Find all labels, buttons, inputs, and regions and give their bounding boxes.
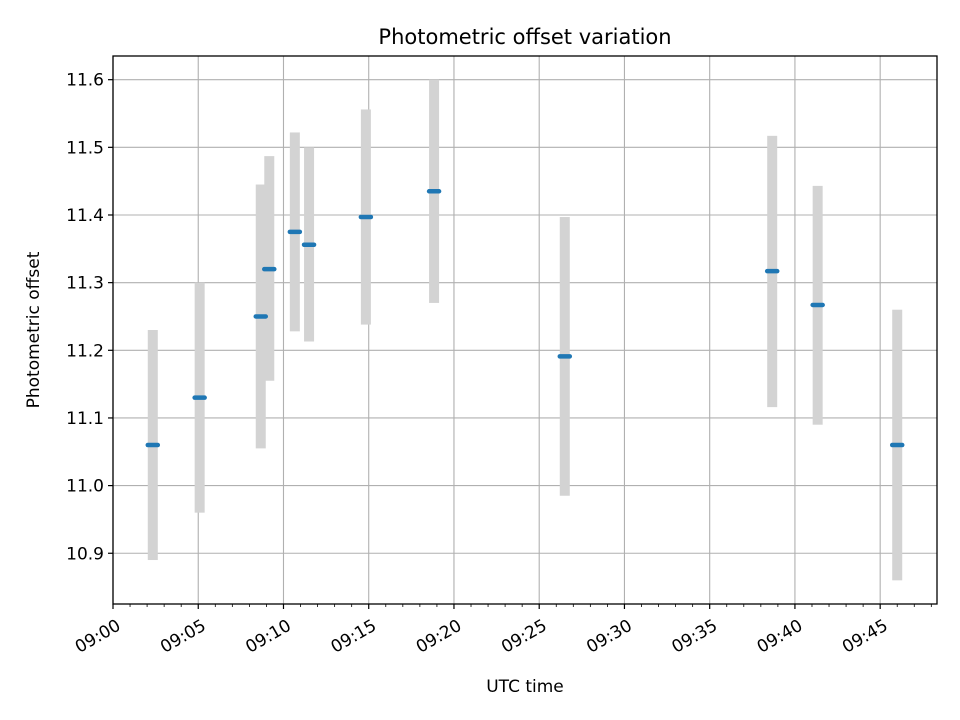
- y-axis-label: Photometric offset: [24, 251, 44, 408]
- chart-title: Photometric offset variation: [378, 25, 671, 49]
- plot-frame: [112, 55, 938, 605]
- y-axis-ticks: 10.9 11.0 11.1 11.2 11.3 11.4 11.5 11.6: [66, 71, 113, 564]
- y-tick-label: 10.9: [66, 544, 104, 564]
- y-tick-label: 11.5: [66, 138, 104, 158]
- y-tick-label: 11.6: [66, 71, 104, 91]
- y-tick-label: 11.1: [66, 409, 104, 429]
- y-tick-label: 11.3: [66, 274, 104, 294]
- x-axis-label: UTC time: [486, 677, 564, 697]
- y-tick-label: 11.2: [66, 341, 104, 361]
- y-tick-label: 11.0: [66, 477, 104, 497]
- y-tick-label: 11.4: [66, 206, 104, 226]
- data-points: [145, 189, 905, 448]
